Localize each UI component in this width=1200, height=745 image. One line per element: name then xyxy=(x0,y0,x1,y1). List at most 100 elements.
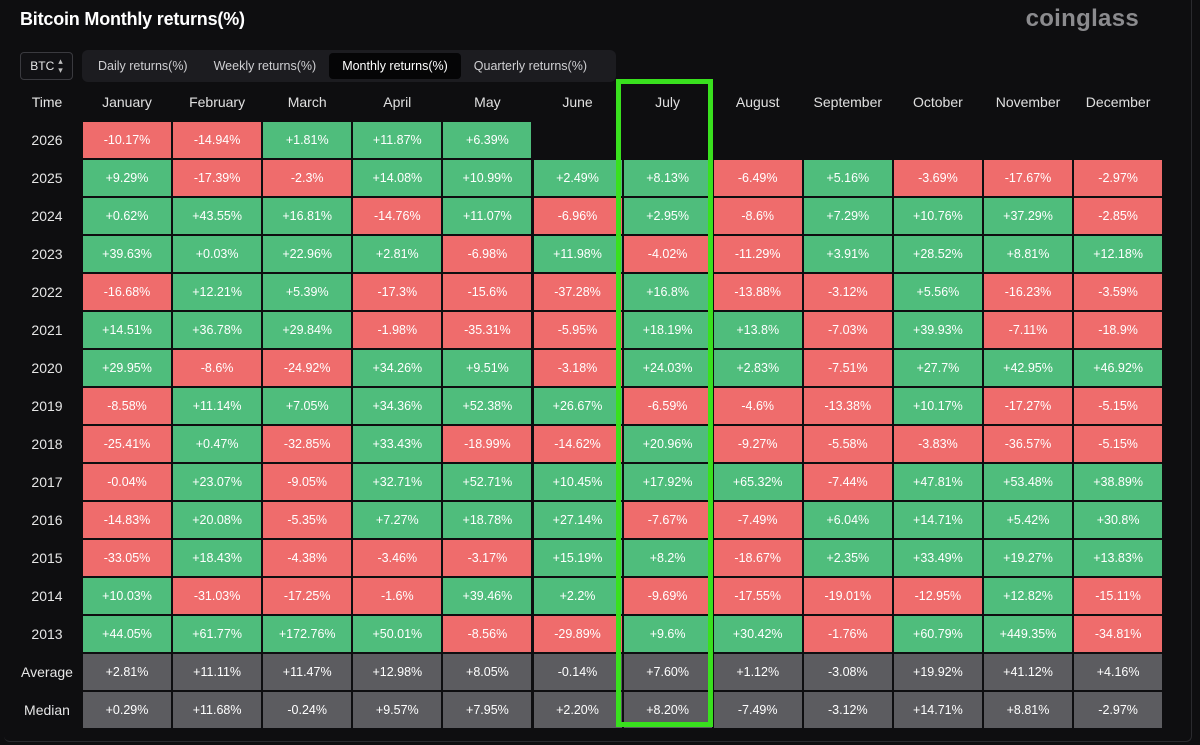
year-label: 2013 xyxy=(31,626,63,642)
year-label: 2014 xyxy=(31,588,63,604)
table-row: 2016 -14.83% +20.08% -5.35% +7.27% +18.78% +27… xyxy=(4,502,1164,538)
table-row: 2021 +14.51% +36.78% +29.84% -1.98% -35.31% -5… xyxy=(4,312,1164,348)
tab-daily-returns[interactable]: Daily returns(%) xyxy=(98,59,188,73)
return-cell: -10.17% xyxy=(83,122,171,158)
return-cell: +9.29% xyxy=(83,160,171,196)
year-label: 2025 xyxy=(31,170,63,186)
return-cell: -17.25% xyxy=(263,578,352,614)
column-header-july: July xyxy=(655,94,681,110)
return-cell: +10.99% xyxy=(443,160,532,196)
tab-monthly-returns[interactable]: Monthly returns(%) xyxy=(329,53,461,79)
table-row: 2020 +29.95% -8.6% -24.92% +34.26% +9.51% -3.1… xyxy=(4,350,1164,386)
return-cell: -4.38% xyxy=(263,540,352,576)
return-cell: -7.67% xyxy=(623,502,712,538)
return-cell: +23.07% xyxy=(173,464,262,500)
return-cell: +29.84% xyxy=(263,312,352,348)
return-cell: -8.6% xyxy=(173,350,262,386)
return-cell: +13.8% xyxy=(713,312,802,348)
return-cell: +30.42% xyxy=(713,616,802,652)
return-cell: +7.05% xyxy=(263,388,352,424)
return-cell: -3.83% xyxy=(893,426,982,462)
summary-cell: +8.81% xyxy=(984,692,1072,728)
sort-chevron-icon: ▴ ▾ xyxy=(58,56,63,75)
return-cell: -16.23% xyxy=(984,274,1072,310)
return-cell: +12.82% xyxy=(984,578,1072,614)
period-tabs: Daily returns(%) Weekly returns(%) Month… xyxy=(82,50,616,82)
return-cell: +9.51% xyxy=(443,350,532,386)
year-label: 2018 xyxy=(31,436,63,452)
return-cell: -3.18% xyxy=(533,350,622,386)
return-cell: +60.79% xyxy=(893,616,982,652)
year-label: 2019 xyxy=(31,398,63,414)
table-row: 2026 -10.17% -14.94% +1.81% +11.87% +6.39% xyxy=(4,122,1164,158)
return-cell: -5.58% xyxy=(803,426,892,462)
year-label: 2015 xyxy=(31,550,63,566)
table-header-row: Time January February March April May June July… xyxy=(4,84,1164,120)
return-cell: +14.08% xyxy=(353,160,442,196)
column-header-june: June xyxy=(562,94,593,110)
return-cell: -17.67% xyxy=(984,160,1072,196)
return-cell: +2.2% xyxy=(533,578,622,614)
year-label: 2022 xyxy=(31,284,63,300)
return-cell: +52.38% xyxy=(443,388,532,424)
tab-weekly-returns[interactable]: Weekly returns(%) xyxy=(213,59,317,73)
summary-cell: -3.12% xyxy=(803,692,892,728)
return-cell: +20.96% xyxy=(623,426,712,462)
return-cell: -7.11% xyxy=(984,312,1072,348)
table-row: 2015 -33.05% +18.43% -4.38% -3.46% -3.17% +15.… xyxy=(4,540,1164,576)
return-cell: +32.71% xyxy=(353,464,442,500)
return-cell: +17.92% xyxy=(623,464,712,500)
return-cell: +0.62% xyxy=(83,198,171,234)
column-header-january: January xyxy=(102,94,152,110)
return-cell: -7.51% xyxy=(803,350,892,386)
return-cell: -7.03% xyxy=(803,312,892,348)
return-cell: -3.46% xyxy=(353,540,442,576)
return-cell: +0.47% xyxy=(173,426,262,462)
return-cell: -2.3% xyxy=(263,160,352,196)
return-cell: +27.14% xyxy=(533,502,622,538)
return-cell: +46.92% xyxy=(1074,350,1163,386)
coin-select[interactable]: BTC ▴ ▾ xyxy=(20,52,73,80)
return-cell: -5.15% xyxy=(1074,426,1163,462)
summary-cell: -0.14% xyxy=(533,654,622,690)
return-cell: -11.29% xyxy=(713,236,802,272)
return-cell: +12.21% xyxy=(173,274,262,310)
summary-cell: -7.49% xyxy=(713,692,802,728)
return-cell: +5.16% xyxy=(803,160,892,196)
return-cell: +53.48% xyxy=(984,464,1072,500)
return-cell: -15.6% xyxy=(443,274,532,310)
column-header-february: February xyxy=(189,94,246,110)
return-cell: -17.39% xyxy=(173,160,262,196)
return-cell: +16.81% xyxy=(263,198,352,234)
return-cell: +36.78% xyxy=(173,312,262,348)
return-cell: +39.93% xyxy=(893,312,982,348)
return-cell: +14.51% xyxy=(83,312,171,348)
return-cell: -33.05% xyxy=(83,540,171,576)
summary-cell: +2.20% xyxy=(533,692,622,728)
return-cell: +172.76% xyxy=(263,616,352,652)
return-cell: -9.27% xyxy=(713,426,802,462)
year-label: 2020 xyxy=(31,360,63,376)
return-cell: +43.55% xyxy=(173,198,262,234)
tab-quarterly-returns[interactable]: Quarterly returns(%) xyxy=(473,59,588,73)
summary-cell: +7.60% xyxy=(623,654,712,690)
year-label: 2024 xyxy=(31,208,63,224)
return-cell: -15.11% xyxy=(1074,578,1163,614)
time-header: Time xyxy=(31,94,63,110)
return-cell: +18.78% xyxy=(443,502,532,538)
summary-cell: -0.24% xyxy=(263,692,352,728)
return-cell: +7.29% xyxy=(803,198,892,234)
monthly-returns-panel: Bitcoin Monthly returns(%) coinglass BTC… xyxy=(4,0,1192,742)
return-cell: +8.13% xyxy=(623,160,712,196)
return-cell: +47.81% xyxy=(893,464,982,500)
return-cell: +6.04% xyxy=(803,502,892,538)
return-cell: -7.49% xyxy=(713,502,802,538)
summary-cell: +41.12% xyxy=(984,654,1072,690)
summary-row-average: Average +2.81% +11.11% +11.47% +12.98% +8.05%… xyxy=(4,654,1164,690)
summary-cell: +11.68% xyxy=(173,692,262,728)
return-cell: +10.45% xyxy=(533,464,622,500)
return-cell: +15.19% xyxy=(533,540,622,576)
summary-label: Average xyxy=(21,664,73,680)
return-cell: -16.68% xyxy=(83,274,171,310)
return-cell: -9.69% xyxy=(623,578,712,614)
